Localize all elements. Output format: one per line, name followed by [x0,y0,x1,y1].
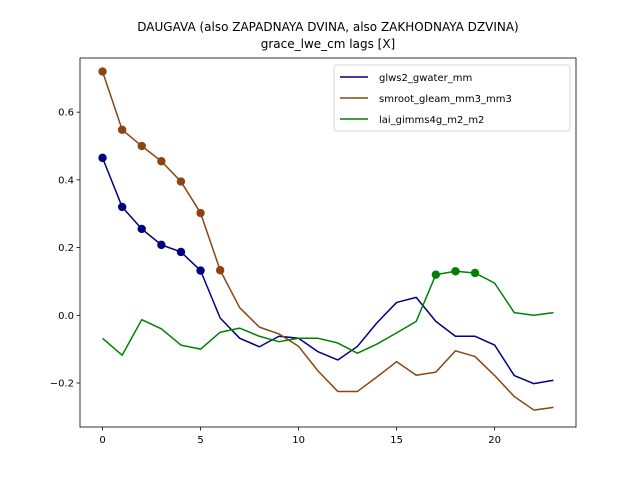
chart-subtitle: grace_lwe_cm lags [X] [261,37,395,51]
data-point-glws2_gwater_mm-0 [98,153,107,163]
chart-title: DAUGAVA (also ZAPADNAYA DVINA, also ZAKH… [137,20,518,34]
data-point-smroot_gleam_mm3_mm3-2 [137,141,146,151]
data-point-glws2_gwater_mm-3 [157,240,166,250]
series-line-smroot_gleam_mm3_mm3 [101,71,554,411]
legend-label-smroot_gleam_mm3_mm3: smroot_gleam_mm3_mm3 [379,94,512,105]
legend-label-lai_gimms4g_m2_m2: lai_gimms4g_m2_m2 [379,115,484,126]
data-point-lai_gimms4g_m2_m2-19 [470,268,480,278]
data-point-lai_gimms4g_m2_m2-17 [431,270,441,279]
y-tick-label: 0.6 [58,108,74,119]
data-point-glws2_gwater_mm-4 [176,247,186,257]
data-point-glws2_gwater_mm-2 [137,224,146,234]
data-point-smroot_gleam_mm3_mm3-0 [98,67,107,76]
axes-frame [79,57,577,428]
y-tick-label: 0.2 [58,243,74,254]
data-point-smroot_gleam_mm3_mm3-5 [196,208,205,218]
data-point-smroot_gleam_mm3_mm3-4 [176,177,186,186]
x-tick-label: 0 [99,435,105,446]
data-point-smroot_gleam_mm3_mm3-1 [117,125,127,134]
series-layer [98,67,554,411]
y-tick-label: −0.2 [50,378,74,389]
x-tick-label: 5 [197,435,203,446]
axes-layer: 0 5 10 15 20 −0.2 0.0 0.2 0.4 0.6 [50,57,577,446]
data-point-glws2_gwater_mm-1 [117,202,127,212]
data-point-lai_gimms4g_m2_m2-18 [451,267,460,276]
x-tick-label: 20 [488,435,501,446]
legend: glws2_gwater_mm smroot_gleam_mm3_mm3 lai_g… [333,64,571,132]
data-point-smroot_gleam_mm3_mm3-3 [157,157,166,166]
y-tick-label: 0.4 [58,175,74,186]
y-tick-label: 0.0 [58,311,74,322]
legend-label-glws2_gwater_mm: glws2_gwater_mm [379,73,472,84]
x-tick-label: 15 [390,435,403,446]
data-point-glws2_gwater_mm-5 [196,266,205,275]
legend-box [333,64,571,132]
x-tick-label: 10 [292,435,305,446]
data-point-smroot_gleam_mm3_mm3-6 [215,266,225,275]
